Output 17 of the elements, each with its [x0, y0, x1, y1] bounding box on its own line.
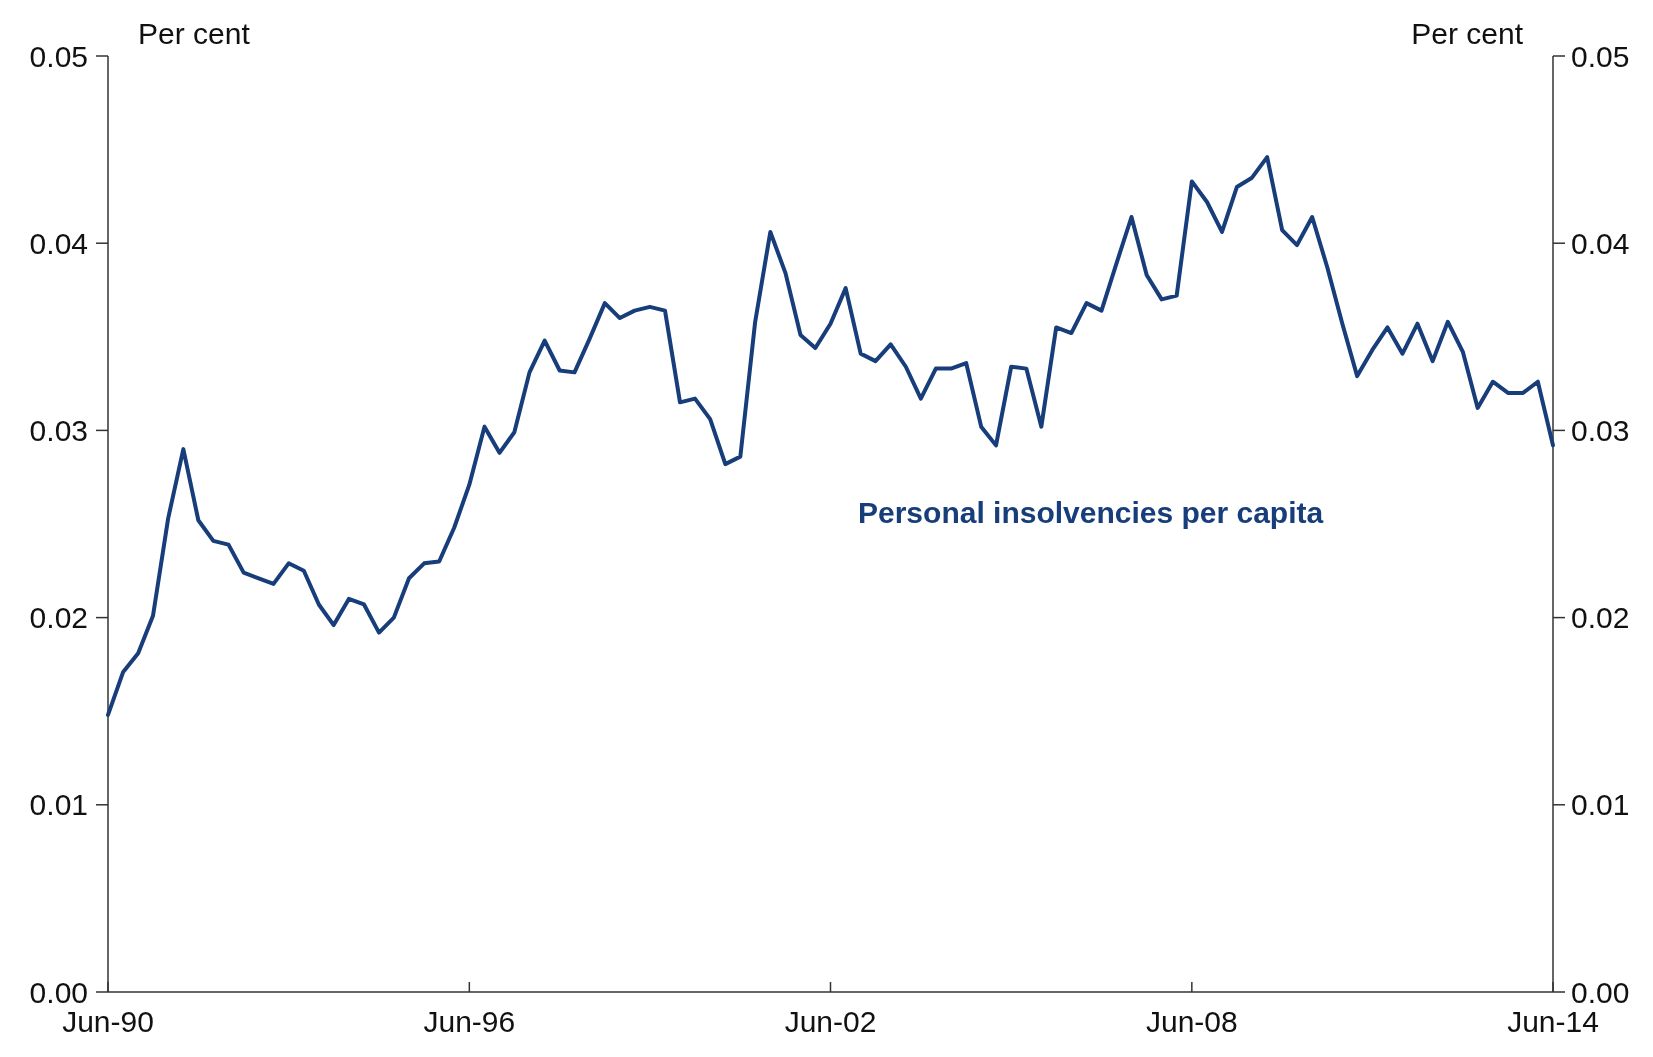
y-tick-label: 0.01	[29, 788, 88, 822]
y-tick-label: 0.05	[29, 39, 88, 73]
y2-tick-label: 0.03	[1571, 413, 1630, 447]
x-tick-label: Jun-96	[423, 1005, 516, 1038]
y2-axis-title: Per cent	[1411, 17, 1524, 50]
y2-tick-label: 0.05	[1571, 39, 1630, 73]
x-tick-label: Jun-02	[784, 1005, 877, 1038]
y2-tick-label: 0.04	[1571, 226, 1630, 260]
y-tick-label: 0.03	[29, 413, 88, 447]
y2-tick-label: 0.02	[1571, 601, 1630, 635]
y-axis-title: Per cent	[138, 17, 251, 50]
y-tick-label: 0.02	[29, 601, 88, 635]
text: Personal insolvencies per capita	[858, 496, 1324, 529]
y2-tick-label: 0.01	[1571, 788, 1630, 822]
line-series	[106, 155, 1555, 717]
x-tick-label: Jun-08	[1145, 1005, 1238, 1038]
y-tick-label: 0.04	[29, 226, 88, 260]
